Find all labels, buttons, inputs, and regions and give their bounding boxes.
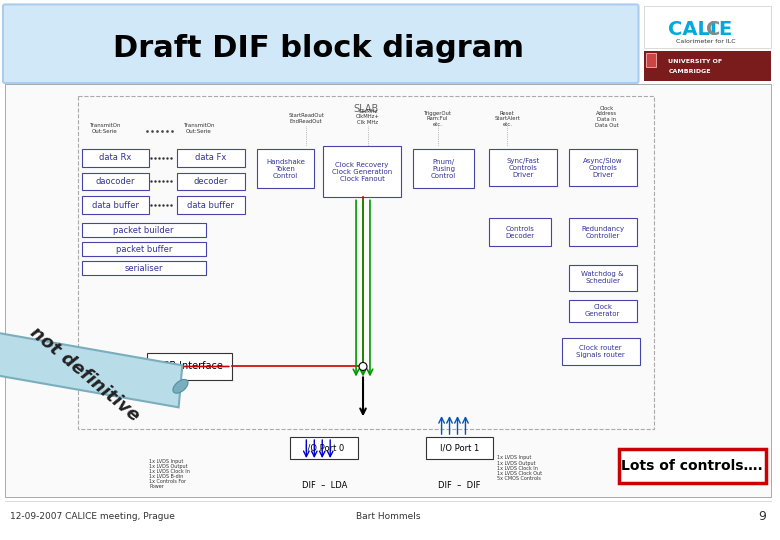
Text: Clock
Generator: Clock Generator	[585, 304, 620, 318]
Bar	[569, 148, 636, 186]
Text: 5x CMOS Controls: 5x CMOS Controls	[498, 476, 541, 481]
Bar	[82, 223, 206, 237]
Text: 1x LVDS B-din: 1x LVDS B-din	[149, 474, 183, 480]
Text: daocoder: daocoder	[96, 177, 135, 186]
Text: data Rx: data Rx	[99, 153, 132, 162]
Polygon shape	[0, 332, 183, 407]
Bar	[569, 218, 636, 246]
Text: TriggerOut
Ram:Ful
etc.: TriggerOut Ram:Ful etc.	[424, 111, 452, 127]
Text: 1x Controls For: 1x Controls For	[149, 480, 186, 484]
Text: serialiser: serialiser	[125, 264, 163, 273]
Text: Draft DIF block diagram: Draft DIF block diagram	[113, 33, 523, 63]
Text: Clock Recovery
Clock Generation
Clock Fanout: Clock Recovery Clock Generation Clock Fa…	[332, 161, 392, 181]
Text: data Fx: data Fx	[195, 153, 226, 162]
Bar	[323, 146, 401, 198]
Bar	[82, 261, 206, 275]
Text: E: E	[718, 20, 732, 39]
Text: Clock
Address
Data in
Data Out: Clock Address Data in Data Out	[595, 106, 619, 128]
Text: not definitive: not definitive	[27, 323, 143, 426]
Bar	[82, 148, 149, 166]
Bar	[5, 84, 771, 497]
Text: TransmitOn
Out:Serie: TransmitOn Out:Serie	[89, 123, 120, 134]
Text: Pnum/
Pusing
Control: Pnum/ Pusing Control	[431, 159, 456, 179]
Text: DIF  –  DIF: DIF – DIF	[438, 481, 480, 490]
Text: Redundancy
Controller: Redundancy Controller	[581, 226, 624, 239]
Text: CAMBRIDGE: CAMBRIDGE	[668, 69, 711, 73]
Bar	[177, 148, 245, 166]
Text: Clock router
Signals router: Clock router Signals router	[576, 345, 625, 358]
Circle shape	[359, 362, 367, 370]
Text: data buffer: data buffer	[92, 201, 139, 210]
Bar	[147, 353, 232, 380]
Bar	[177, 173, 245, 191]
Text: 1x LVDS Input: 1x LVDS Input	[498, 455, 532, 461]
Bar	[177, 197, 245, 214]
Text: 1x LVDS Clock In: 1x LVDS Clock In	[498, 466, 538, 471]
Bar	[569, 265, 636, 291]
Text: data buffer: data buffer	[187, 201, 234, 210]
Text: CALI: CALI	[668, 20, 718, 39]
Bar	[82, 242, 206, 256]
Text: Watchdog &
Scheduler: Watchdog & Scheduler	[581, 272, 624, 285]
Text: 12-09-2007 CALICE meeting, Prague: 12-09-2007 CALICE meeting, Prague	[10, 512, 175, 521]
Text: Calorimeter for ILC: Calorimeter for ILC	[676, 39, 736, 44]
Text: USB Interface: USB Interface	[156, 361, 223, 372]
Text: ClkMHz
ClkMHz+
Clk MHz: ClkMHz ClkMHz+ Clk MHz	[356, 109, 380, 125]
Text: TransmitOn
Out:Serie: TransmitOn Out:Serie	[183, 123, 214, 134]
Text: Async/Slow
Controls
Driver: Async/Slow Controls Driver	[583, 158, 622, 178]
Text: C: C	[706, 20, 721, 39]
Text: 1x LVDS Output: 1x LVDS Output	[498, 461, 536, 465]
Ellipse shape	[173, 380, 188, 393]
Bar	[290, 437, 358, 459]
Bar	[257, 148, 314, 188]
Text: I/O Port 0: I/O Port 0	[305, 443, 344, 453]
Text: packet buffer: packet buffer	[115, 245, 172, 254]
Text: Sync/Fast
Controls
Driver: Sync/Fast Controls Driver	[506, 158, 540, 178]
Text: 1x LVDS Input: 1x LVDS Input	[149, 460, 183, 464]
Text: StartReadOut
EndReadOut: StartReadOut EndReadOut	[289, 113, 324, 124]
Text: 1x LVDS Clock Out: 1x LVDS Clock Out	[498, 471, 542, 476]
Text: 1x LVDS Clock In: 1x LVDS Clock In	[149, 469, 190, 475]
Bar	[489, 148, 557, 186]
Bar	[644, 51, 771, 81]
Bar	[426, 437, 493, 459]
Bar	[77, 96, 654, 429]
Bar	[644, 6, 771, 48]
Bar	[569, 300, 636, 322]
Text: UNIVERSITY OF: UNIVERSITY OF	[668, 59, 722, 64]
Bar	[489, 218, 551, 246]
Bar	[82, 173, 149, 191]
Bar	[647, 53, 657, 67]
Text: Reset
StartAlert
etc.: Reset StartAlert etc.	[495, 111, 520, 127]
Text: decoder: decoder	[193, 177, 228, 186]
Text: Handshake
Token
Control: Handshake Token Control	[266, 159, 305, 179]
Text: SLAB: SLAB	[353, 104, 378, 114]
Text: packet builder: packet builder	[113, 226, 174, 235]
Text: Bart Hommels: Bart Hommels	[356, 512, 420, 521]
Bar	[413, 148, 474, 188]
Text: Power: Power	[149, 484, 164, 489]
Text: I/O Port 1: I/O Port 1	[440, 443, 479, 453]
Text: Lots of controls….: Lots of controls….	[622, 459, 763, 473]
Text: 1x LVDS Output: 1x LVDS Output	[149, 464, 188, 469]
FancyBboxPatch shape	[3, 4, 639, 83]
Text: Controls
Decoder: Controls Decoder	[505, 226, 535, 239]
Bar	[619, 449, 766, 483]
Text: DIF  –  LDA: DIF – LDA	[302, 481, 347, 490]
Bar	[82, 197, 149, 214]
Text: 9: 9	[758, 510, 766, 523]
Bar	[562, 338, 640, 366]
